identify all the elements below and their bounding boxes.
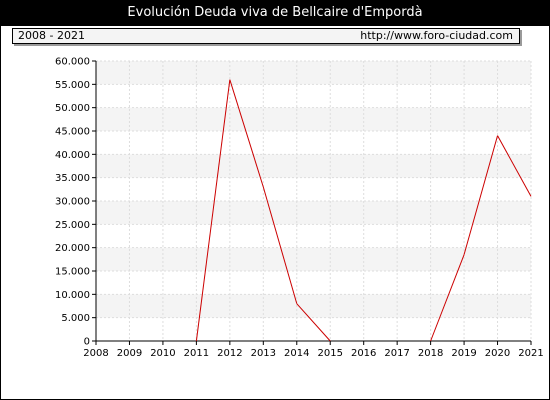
grid-band bbox=[96, 61, 531, 85]
x-axis-ticks: 2008 2009 2010 2011 2012 2013 2014 2015 2016 2017… bbox=[83, 348, 543, 359]
x-tick-label: 2018 bbox=[418, 348, 443, 359]
y-tick-label: 45.000 bbox=[55, 127, 90, 138]
x-tick-label: 2011 bbox=[184, 348, 209, 359]
chart-title: Evolución Deuda viva de Bellcaire d'Empo… bbox=[0, 0, 550, 26]
series-line-segment bbox=[229, 79, 264, 188]
y-tick-label: 60.000 bbox=[55, 57, 90, 68]
y-axis-ticks: 0 5.000 10.000 15.000 20.000 25.000 30.000 35.0… bbox=[55, 57, 90, 348]
series-line-segment bbox=[195, 79, 231, 342]
series-line-segment bbox=[497, 135, 532, 197]
y-tick-label: 25.000 bbox=[55, 220, 90, 231]
x-tick-label: 2020 bbox=[485, 348, 510, 359]
axes bbox=[92, 60, 532, 345]
x-tick-label: 2014 bbox=[284, 348, 309, 359]
y-tick-label: 50.000 bbox=[55, 103, 90, 114]
y-tick-label: 0 bbox=[84, 337, 90, 348]
grid-band bbox=[96, 294, 531, 318]
grid-band bbox=[96, 154, 531, 178]
x-tick-label: 2017 bbox=[384, 348, 409, 359]
y-tick-label: 40.000 bbox=[55, 150, 90, 161]
grid-band bbox=[96, 201, 531, 225]
y-tick-label: 55.000 bbox=[55, 80, 90, 91]
x-tick-label: 2008 bbox=[83, 348, 108, 359]
series-line-segment bbox=[296, 303, 331, 342]
series-line-segment bbox=[430, 254, 465, 342]
grid-band bbox=[96, 247, 531, 271]
x-tick-label: 2009 bbox=[117, 348, 142, 359]
y-tick-label: 20.000 bbox=[55, 243, 90, 254]
x-tick-label: 2015 bbox=[318, 348, 343, 359]
x-tick-label: 2019 bbox=[451, 348, 476, 359]
source-url-link[interactable]: http://www.foro-ciudad.com bbox=[360, 29, 513, 42]
plot-background-bands bbox=[96, 61, 531, 318]
series-line-segment bbox=[463, 135, 499, 255]
grid-band bbox=[96, 107, 531, 131]
data-series bbox=[195, 79, 532, 342]
y-tick-label: 35.000 bbox=[55, 173, 90, 184]
x-tick-label: 2010 bbox=[150, 348, 175, 359]
y-tick-label: 10.000 bbox=[55, 290, 90, 301]
y-tick-label: 5.000 bbox=[61, 313, 90, 324]
series-line-segment bbox=[262, 186, 298, 304]
x-tick-label: 2012 bbox=[217, 348, 242, 359]
x-tick-label: 2021 bbox=[518, 348, 543, 359]
x-tick-label: 2013 bbox=[251, 348, 276, 359]
y-tick-label: 30.000 bbox=[55, 197, 90, 208]
x-tick-label: 2016 bbox=[351, 348, 376, 359]
info-box: 2008 - 2021 http://www.foro-ciudad.com bbox=[12, 28, 520, 44]
year-range-label: 2008 - 2021 bbox=[18, 29, 85, 42]
y-tick-label: 15.000 bbox=[55, 267, 90, 278]
